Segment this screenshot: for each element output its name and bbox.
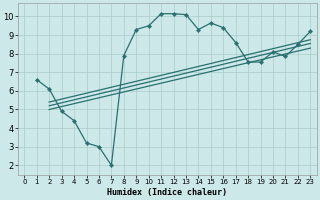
X-axis label: Humidex (Indice chaleur): Humidex (Indice chaleur)	[107, 188, 227, 197]
